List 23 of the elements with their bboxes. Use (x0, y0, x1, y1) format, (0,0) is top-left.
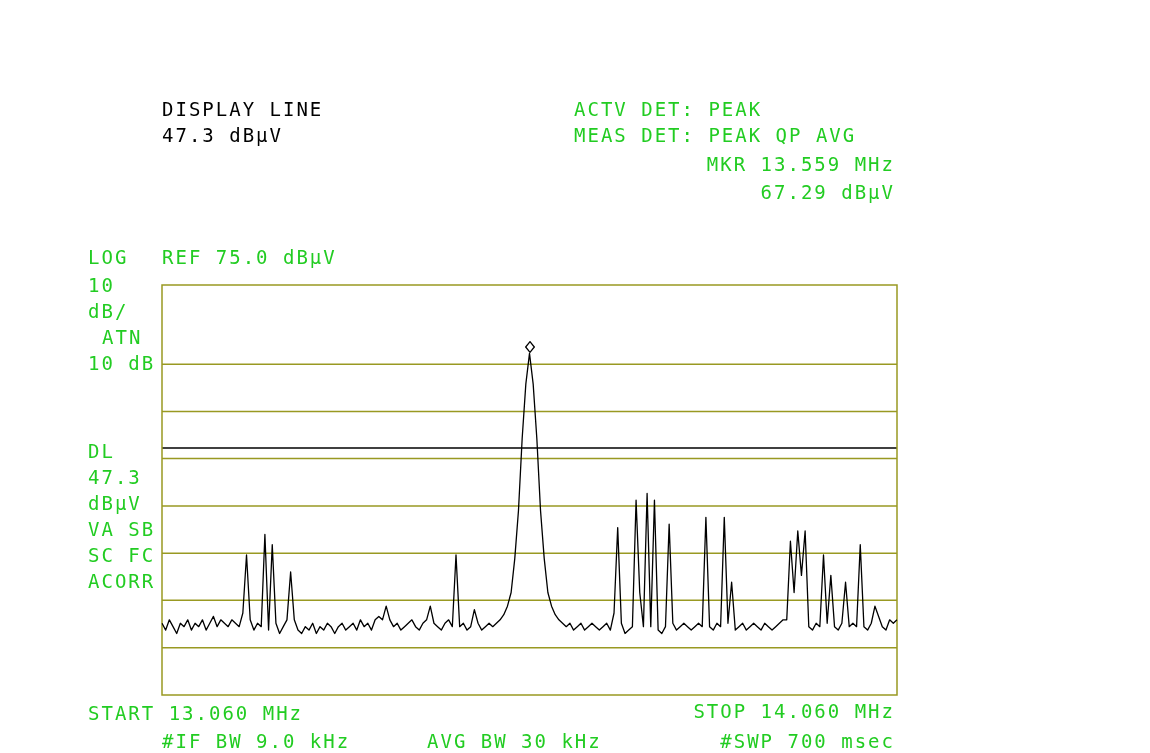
text: LOG (88, 246, 129, 268)
text: DL (88, 440, 115, 462)
text: 10 (88, 274, 115, 296)
text: DISPLAY LINE (162, 98, 324, 120)
text: AVG BW 30 kHz (427, 730, 602, 752)
text: MKR 13.559 MHz (706, 153, 895, 175)
text: REF 75.0 dBµV (162, 246, 337, 268)
text: ATN (102, 326, 143, 348)
text: 47.3 (88, 466, 142, 488)
text: 67.29 dBµV (760, 181, 895, 203)
text: STOP 14.060 MHz (693, 700, 895, 722)
text: VA SB (88, 518, 156, 540)
text: ACTV DET: PEAK (574, 98, 763, 120)
text: dB/ (88, 300, 129, 322)
text: 10 dB (88, 352, 156, 374)
text: dBµV (88, 492, 142, 514)
text: #SWP 700 msec (720, 730, 895, 752)
text: MEAS DET: PEAK QP AVG (574, 124, 857, 146)
text: ACORR (88, 570, 156, 592)
text: START 13.060 MHz (88, 702, 304, 724)
text: SC FC (88, 544, 156, 566)
text: #IF BW 9.0 kHz (162, 730, 351, 752)
text: 47.3 dBµV (162, 124, 283, 146)
